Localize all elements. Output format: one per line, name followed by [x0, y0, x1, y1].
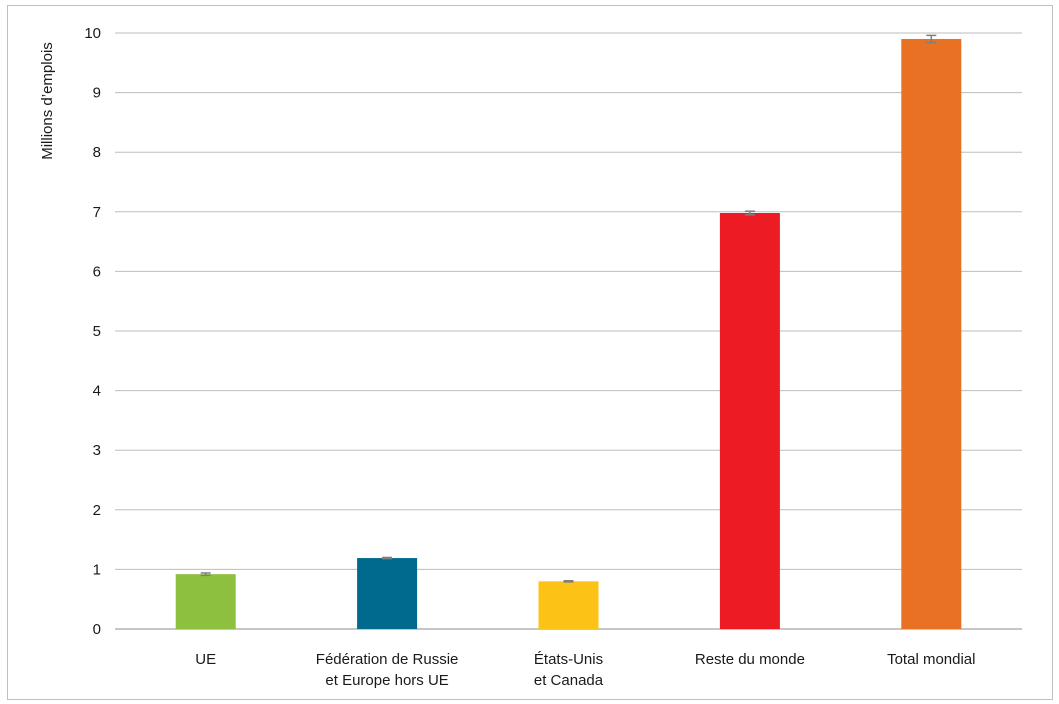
y-tick-label: 8 — [93, 144, 101, 161]
category-label: Reste du monde — [695, 651, 805, 668]
category-label: UE — [195, 651, 216, 668]
category-label: et Europe hors UE — [325, 672, 448, 689]
y-tick-label: 6 — [93, 263, 101, 280]
x-axis-labels: UE Fédération de Russie et Europe hors UE É… — [195, 651, 975, 689]
y-tick-label: 10 — [84, 25, 101, 42]
bar — [175, 574, 236, 629]
category-label: États-Unis — [534, 651, 603, 668]
y-tick-label: 9 — [93, 85, 101, 102]
y-axis-label: Millions d’emplois — [39, 42, 56, 160]
category-label: Total mondial — [887, 651, 975, 668]
y-tick-label: 4 — [93, 383, 101, 400]
y-tick-label: 3 — [93, 442, 101, 459]
bar — [901, 38, 962, 629]
y-axis-ticks: 0 1 2 3 4 5 6 7 8 9 10 — [84, 25, 101, 638]
y-tick-label: 2 — [93, 502, 101, 519]
bar — [719, 212, 780, 629]
bar — [357, 558, 418, 629]
y-tick-label: 5 — [93, 323, 101, 340]
error-bars — [200, 34, 937, 583]
y-tick-label: 1 — [93, 561, 101, 578]
gridlines — [115, 32, 1022, 630]
bars — [175, 38, 962, 629]
y-tick-label: 0 — [93, 621, 101, 638]
y-tick-label: 7 — [93, 204, 101, 221]
bar — [538, 581, 599, 629]
category-label: Fédération de Russie — [316, 651, 459, 668]
category-label: et Canada — [534, 672, 604, 689]
